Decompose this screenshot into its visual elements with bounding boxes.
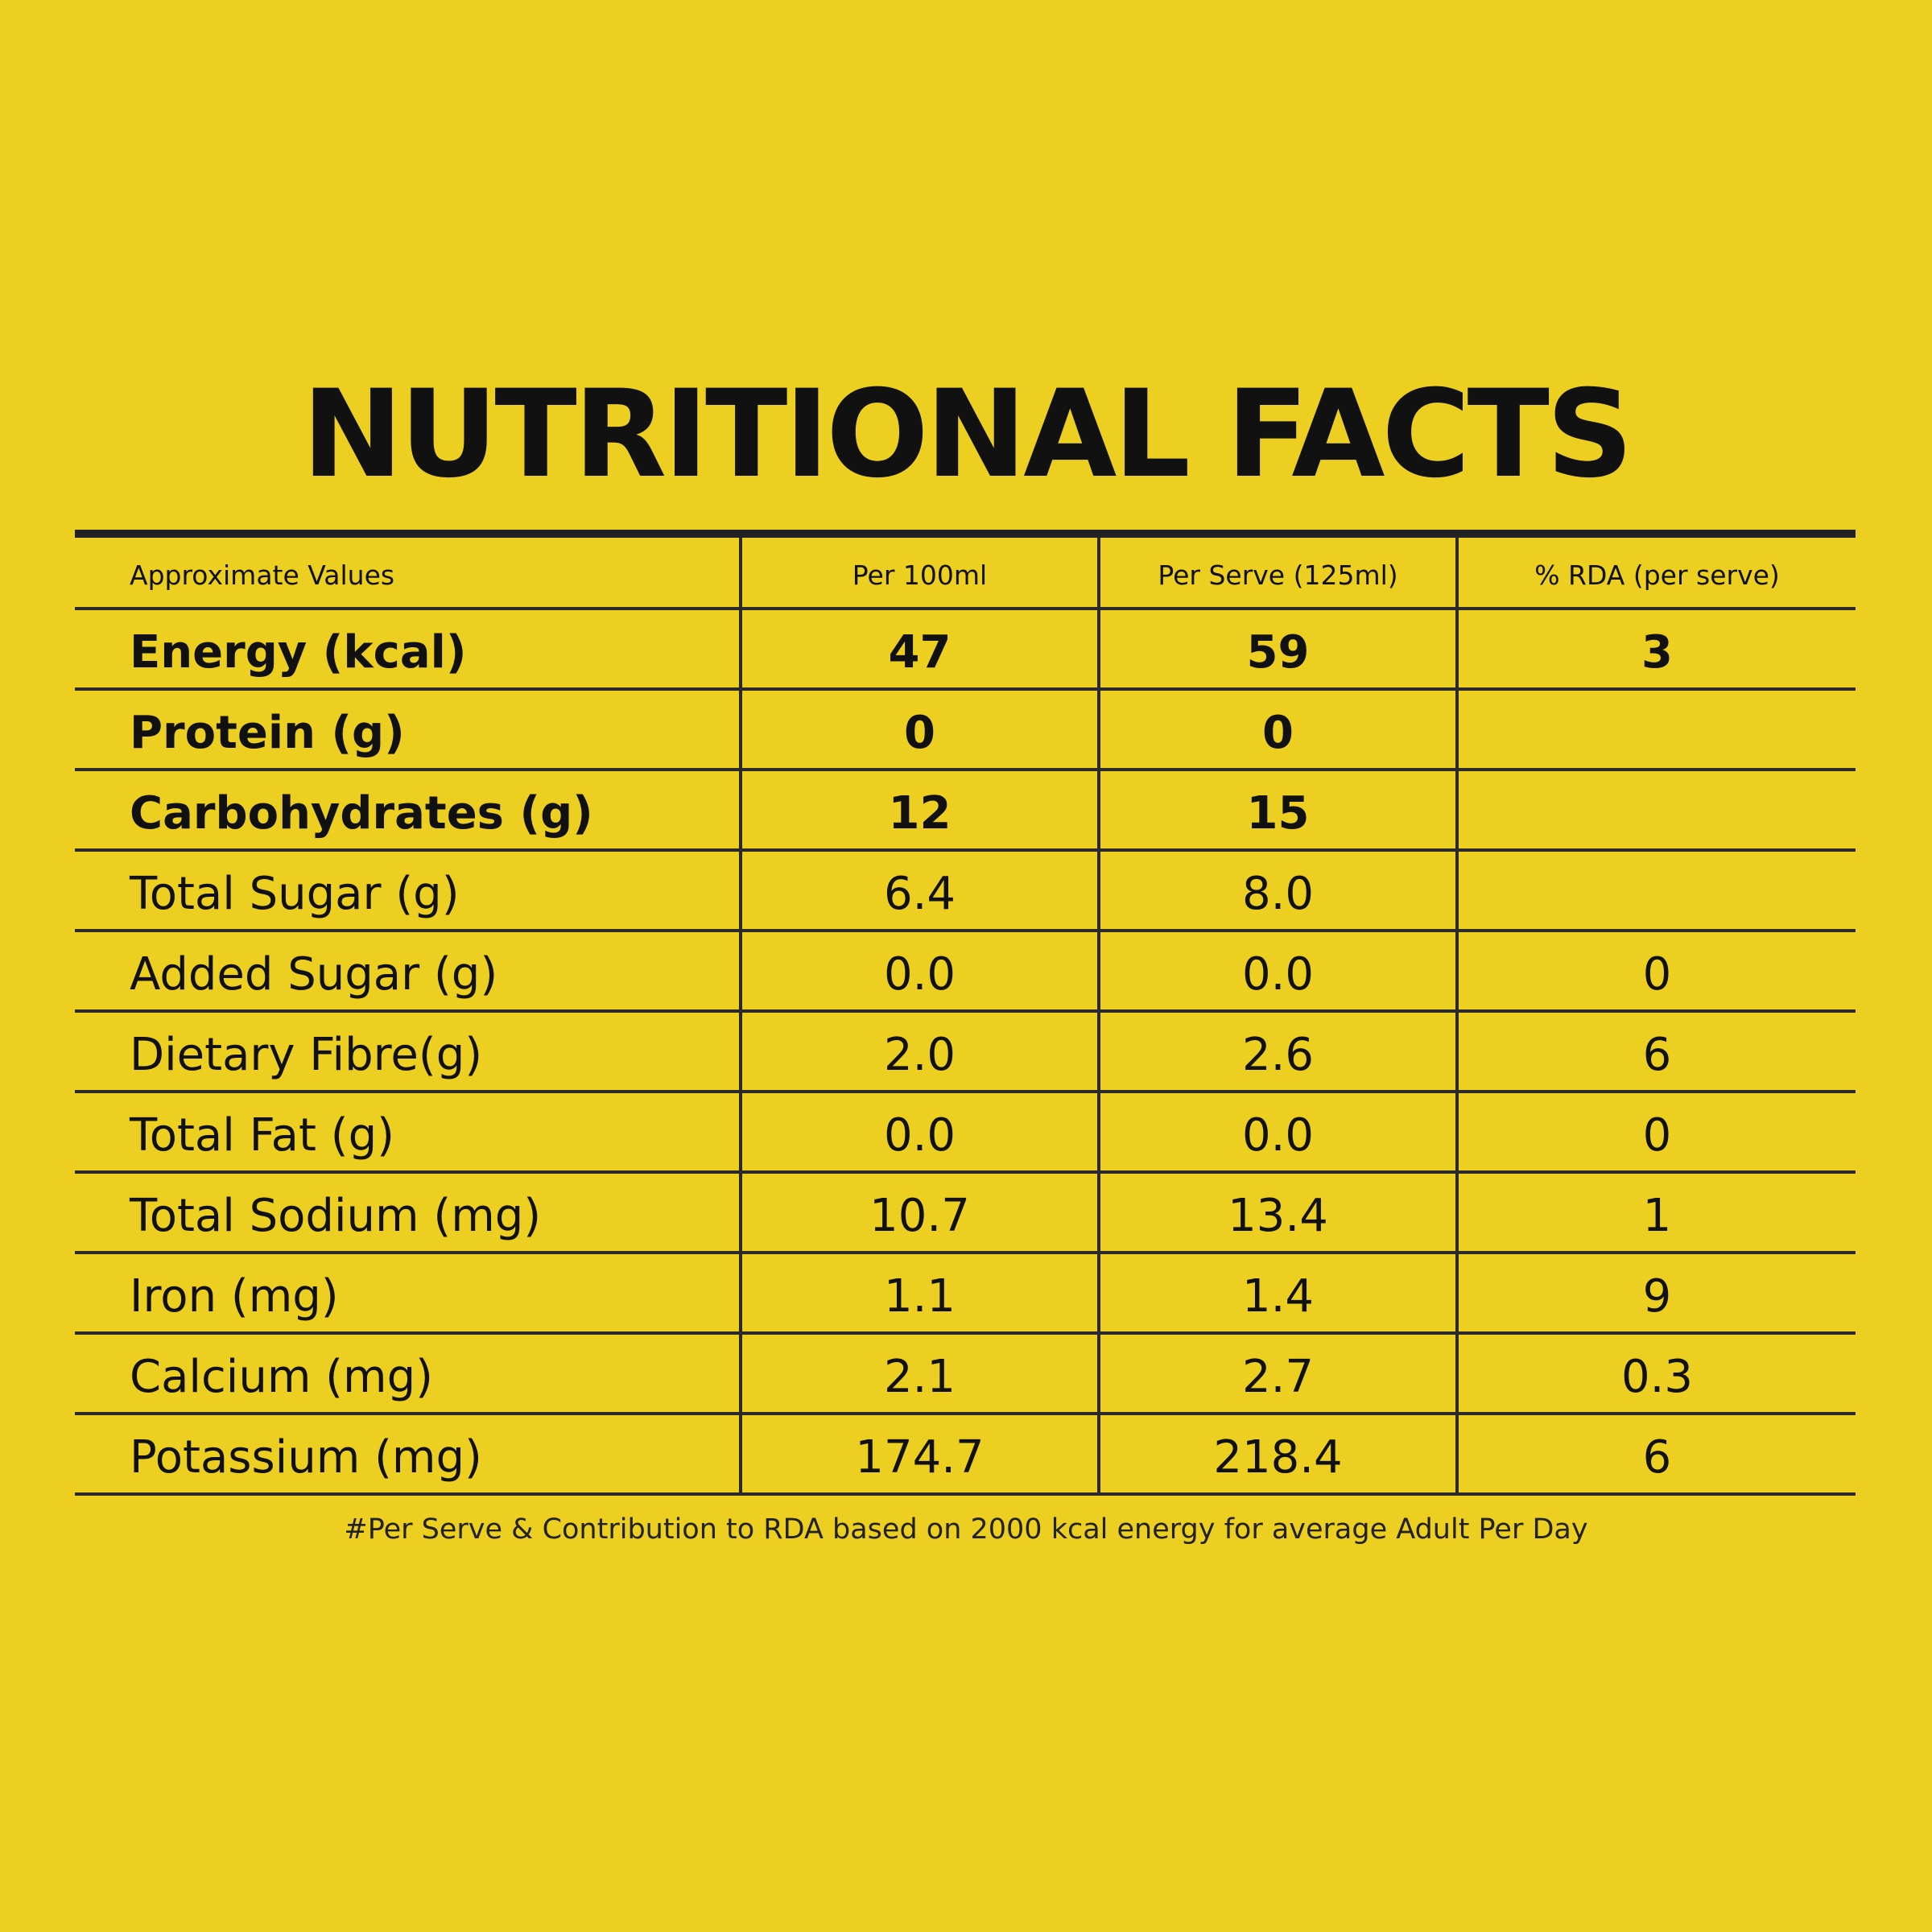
nutrient-name: Dietary Fibre(g) (130, 1028, 483, 1081)
table-row: Protein (g) 0 0 (75, 691, 1856, 771)
value-per-serve: 59 (1097, 610, 1455, 687)
nutrient-name: Total Sugar (g) (130, 867, 460, 920)
value-rda: 0 (1455, 1093, 1856, 1170)
value-per-100ml: 1.1 (739, 1254, 1097, 1331)
header-rda: % RDA (per serve) (1455, 538, 1856, 607)
table-row: Potassium (mg) 174.7 218.4 6 (75, 1415, 1856, 1496)
value-per-100ml: 47 (739, 610, 1097, 687)
nutrition-table: Approximate Values Per 100ml Per Serve (… (75, 530, 1856, 1496)
value-per-serve: 15 (1097, 771, 1455, 848)
value-rda: 0.3 (1455, 1335, 1856, 1412)
table-row: Total Fat (g) 0.0 0.0 0 (75, 1093, 1856, 1174)
value-per-100ml: 0.0 (739, 932, 1097, 1009)
nutrient-name: Energy (kcal) (130, 625, 467, 679)
value-rda: 3 (1455, 610, 1856, 687)
top-rule (75, 530, 1856, 538)
value-per-serve: 1.4 (1097, 1254, 1455, 1331)
header-per-100ml: Per 100ml (739, 538, 1097, 607)
table-row: Energy (kcal) 47 59 3 (75, 610, 1856, 691)
value-per-serve: 13.4 (1097, 1174, 1455, 1251)
nutrient-name: Potassium (mg) (130, 1430, 482, 1484)
page-title: NUTRITIONAL FACTS (302, 365, 1633, 505)
value-per-serve: 0 (1097, 691, 1455, 768)
nutrient-name: Total Sodium (mg) (130, 1189, 542, 1242)
table-row: Total Sodium (mg) 10.7 13.4 1 (75, 1174, 1856, 1254)
value-per-serve: 0.0 (1097, 1093, 1455, 1170)
table-row: Total Sugar (g) 6.4 8.0 (75, 852, 1856, 932)
value-per-100ml: 6.4 (739, 852, 1097, 929)
table-row: Carbohydrates (g) 12 15 (75, 771, 1856, 852)
value-per-100ml: 12 (739, 771, 1097, 848)
value-per-100ml: 0 (739, 691, 1097, 768)
value-per-100ml: 10.7 (739, 1174, 1097, 1251)
footnote: #Per Serve & Contribution to RDA based o… (344, 1513, 1588, 1546)
value-rda (1455, 771, 1856, 848)
table-row: Dietary Fibre(g) 2.0 2.6 6 (75, 1013, 1856, 1093)
table-row: Iron (mg) 1.1 1.4 9 (75, 1254, 1856, 1335)
table-body: Energy (kcal) 47 59 3 Protein (g) 0 0 Carbohydr… (75, 610, 1856, 1496)
table-header-row: Approximate Values Per 100ml Per Serve (… (75, 538, 1856, 610)
header-per-serve: Per Serve (125ml) (1097, 538, 1455, 607)
value-rda: 1 (1455, 1174, 1856, 1251)
nutrient-name: Protein (g) (130, 706, 405, 759)
value-per-100ml: 0.0 (739, 1093, 1097, 1170)
value-rda: 6 (1455, 1013, 1856, 1090)
value-per-100ml: 2.0 (739, 1013, 1097, 1090)
value-rda: 6 (1455, 1415, 1856, 1492)
value-per-serve: 218.4 (1097, 1415, 1455, 1492)
value-per-serve: 8.0 (1097, 852, 1455, 929)
value-rda: 0 (1455, 932, 1856, 1009)
value-rda (1455, 691, 1856, 768)
value-rda (1455, 852, 1856, 929)
nutrient-name: Total Fat (g) (130, 1108, 394, 1162)
value-per-serve: 2.7 (1097, 1335, 1455, 1412)
table-row: Calcium (mg) 2.1 2.7 0.3 (75, 1335, 1856, 1415)
value-per-serve: 0.0 (1097, 932, 1455, 1009)
table-row: Added Sugar (g) 0.0 0.0 0 (75, 932, 1856, 1013)
header-approximate-values: Approximate Values (130, 559, 395, 591)
value-per-100ml: 2.1 (739, 1335, 1097, 1412)
value-rda: 9 (1455, 1254, 1856, 1331)
value-per-100ml: 174.7 (739, 1415, 1097, 1492)
value-per-serve: 2.6 (1097, 1013, 1455, 1090)
nutrient-name: Added Sugar (g) (130, 947, 498, 1001)
nutrient-name: Carbohydrates (g) (130, 786, 593, 840)
nutrient-name: Iron (mg) (130, 1269, 339, 1323)
nutrient-name: Calcium (mg) (130, 1350, 433, 1403)
